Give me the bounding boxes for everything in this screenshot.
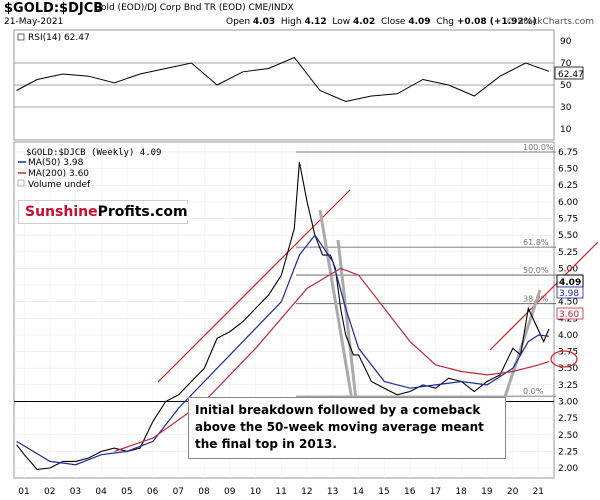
ma50-line [16,234,549,466]
price-y-tick-label: 2.50 [558,431,578,441]
price-y-tick-label: 5.50 [558,231,578,241]
logo-part1: Sunshine [25,204,98,220]
price-line [16,161,550,470]
price-y-tick-label: 5.75 [558,215,578,225]
rsi-value-badge-frame [554,66,584,80]
price-y-tick-label: 6.00 [558,198,578,208]
close-value: 4.09 [408,17,431,27]
rsi-tick-label: 10 [560,125,572,135]
callout-line-3: the final top in 2013. [195,437,337,451]
x-tick-label: 04 [95,487,107,497]
stockcharts-credit: © StockCharts.com [505,17,594,27]
rsi-line [16,56,550,103]
x-tick-label: 05 [121,487,132,497]
x-tick-label: 18 [455,487,467,497]
rsi-tick-label: 50 [560,81,572,91]
fib-label: 61.8% [523,238,549,247]
high-label: High [280,17,302,27]
ma50-badge: 3.98 [559,289,579,299]
x-tick-label: 13 [327,487,338,497]
price-y-tick-label: 6.25 [558,181,578,191]
x-tick-label: 08 [198,487,210,497]
ma200-badge-frame [556,307,584,320]
x-tick-label: 16 [404,487,416,497]
price-y-tick-label: 3.50 [558,364,578,374]
sunshine-profits-logo: SunshineProfits.com [18,200,188,224]
callout-line-1: Initial breakdown followed by a comeback [195,403,481,417]
price-legend-title: $GOLD:$DJCB (Weekly) 4.09 [26,148,161,158]
rsi-tick-label: 30 [560,103,572,113]
price-y-tick-label: 2.25 [558,447,578,457]
x-tick-label: 12 [301,487,312,497]
ma200-badge: 3.60 [559,310,579,320]
chart-date: 21-May-2021 [4,17,64,27]
open-value: 4.03 [252,17,276,27]
x-tick-label: 21 [533,487,544,497]
annotation-callout: Initial breakdown followed by a comeback… [188,397,506,459]
x-tick-label: 15 [378,487,389,497]
fib-label: 100.0% [523,143,554,152]
ma50-badge-frame [556,286,584,299]
rsi-value-badge: 62.47 [558,70,584,80]
ma200-legend: MA(200) 3.60 [28,169,89,179]
price-y-tick-label: 5.25 [558,248,578,258]
recent-uptrend-line [489,241,599,351]
chart-symbol: $GOLD:$DJCB [4,1,104,16]
rsi-legend: RSI(14) 62.47 [28,33,90,43]
low-value: 4.02 [353,17,376,27]
price-y-tick-label: 4.50 [558,298,578,308]
close-label: Close [380,17,406,27]
ohlc-readout: Open 4.03 High 4.12 Low 4.02 Close 4.09 … [226,17,537,27]
chg-value: +0.08 (+1.92%) [456,17,537,27]
price-y-tick-label: 2.75 [558,414,578,424]
rsi-tick-labels: 90 70 50 30 10 [560,37,572,135]
price-y-tick-label: 3.00 [558,397,578,407]
price-y-tick-label: 3.75 [558,348,578,358]
ma50-legend: MA(50) 3.98 [28,158,84,168]
level-3.00-highlight [550,350,578,368]
callout-line-2: above the 50-week moving average meant [195,420,484,434]
price-y-tick-label: 5.00 [558,264,578,274]
high-value: 4.12 [304,17,327,27]
x-tick-labels: 01 02 03 04 05 06 07 08 09 10 11 12 13 14 15 16 17 18 19 20… [18,487,544,497]
chg-label: Chg [436,17,455,27]
uptrend-line [157,189,351,383]
x-tick-label: 19 [481,487,493,497]
x-tick-label: 11 [275,487,286,497]
volume-legend-swatch [17,179,25,187]
price-y-tick-label: 4.00 [558,331,578,341]
price-y-tick-label: 6.75 [558,148,578,158]
x-tick-label: 10 [250,487,262,497]
price-y-tick-label: 2.00 [558,464,578,474]
pointer-line-1 [318,209,354,401]
x-tick-label: 03 [70,487,81,497]
fib-label: 0.0% [523,387,544,396]
rsi-tick-label: 90 [560,37,572,47]
pointer-line-2 [336,239,358,401]
x-tick-label: 02 [44,487,55,497]
x-tick-label: 06 [147,487,159,497]
x-tick-label: 17 [430,487,441,497]
price-y-tick-label: 6.50 [558,165,578,175]
x-tick-label: 07 [173,487,184,497]
ma200-line [114,267,550,452]
low-label: Low [332,17,351,27]
rsi-guide-lines [14,62,554,108]
x-tick-label: 01 [18,487,29,497]
fib-label: 50.0% [523,266,549,275]
rsi-tick-label: 70 [560,59,572,69]
x-tick-label: 20 [507,487,519,497]
x-tick-label: 09 [224,487,236,497]
volume-legend: Volume undef [28,180,91,190]
chart-description: Gold (EOD)/DJ Corp Bnd TR (EOD) CME/INDX [94,3,294,13]
x-tick-label: 14 [353,487,365,497]
open-label: Open [226,17,251,27]
close-badge: 4.09 [559,278,581,288]
rsi-legend-swatch [17,33,25,41]
price-y-tick-label: 3.25 [558,381,578,391]
logo-part2: Profits.com [97,204,188,220]
